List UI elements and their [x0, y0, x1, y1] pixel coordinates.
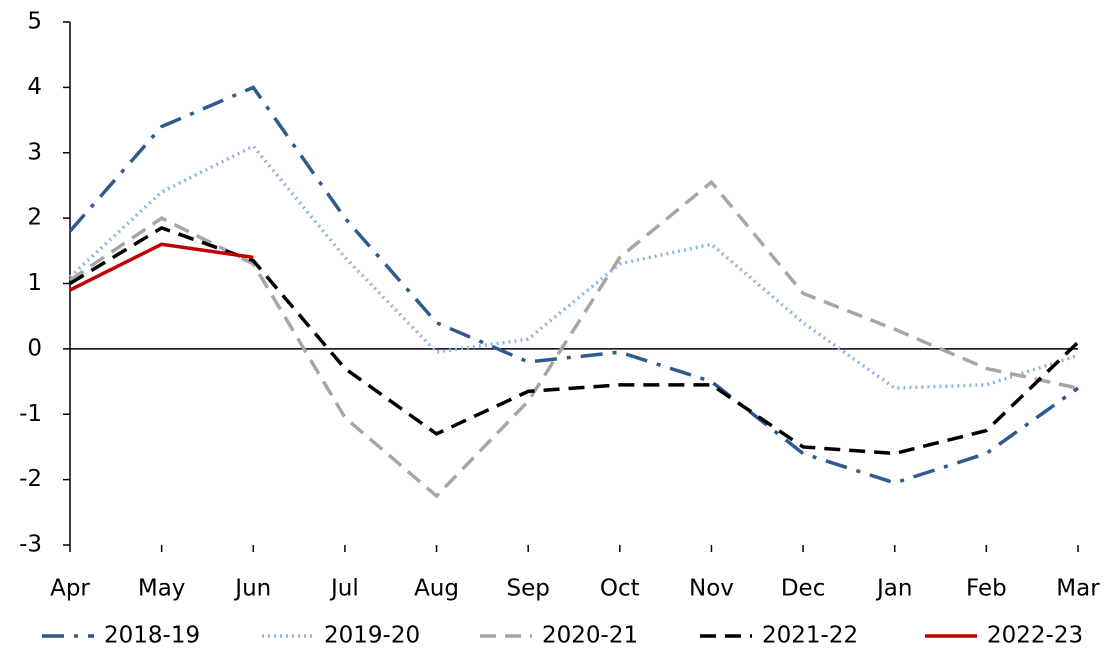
x-tick-label: Dec	[781, 576, 826, 602]
x-tick-label: Nov	[689, 576, 734, 602]
y-tick-label: 4	[27, 74, 42, 100]
legend-label: 2019-20	[324, 623, 420, 649]
legend-label: 2022-23	[987, 623, 1083, 649]
x-tick-label: Jan	[875, 576, 912, 602]
y-tick-label: -3	[19, 532, 42, 558]
y-tick-label: 3	[27, 139, 42, 165]
x-tick-label: May	[138, 576, 186, 602]
y-tick-label: -1	[19, 401, 42, 427]
y-tick-label: 2	[27, 205, 42, 231]
x-tick-label: Mar	[1056, 576, 1100, 602]
x-tick-label: Jun	[233, 576, 271, 602]
series-line	[69, 179, 1079, 499]
series-line	[69, 226, 1080, 456]
x-tick-label: Apr	[50, 576, 90, 602]
series-line	[69, 242, 254, 292]
y-tick-label: -2	[19, 466, 42, 492]
y-tick-label: 5	[27, 9, 42, 35]
series-line	[68, 144, 1079, 390]
legend-label: 2020-21	[542, 623, 638, 649]
y-tick-label: 0	[27, 335, 42, 361]
x-tick-label: Jul	[329, 576, 359, 602]
x-tick-label: Sep	[507, 576, 550, 602]
legend-label: 2021-22	[762, 623, 858, 649]
legend-label: 2018-19	[104, 623, 200, 649]
x-tick-label: Feb	[966, 576, 1007, 602]
y-tick-label: 1	[27, 270, 42, 296]
x-tick-label: Aug	[414, 576, 459, 602]
x-tick-label: Oct	[600, 576, 640, 602]
series-line	[68, 85, 1080, 485]
